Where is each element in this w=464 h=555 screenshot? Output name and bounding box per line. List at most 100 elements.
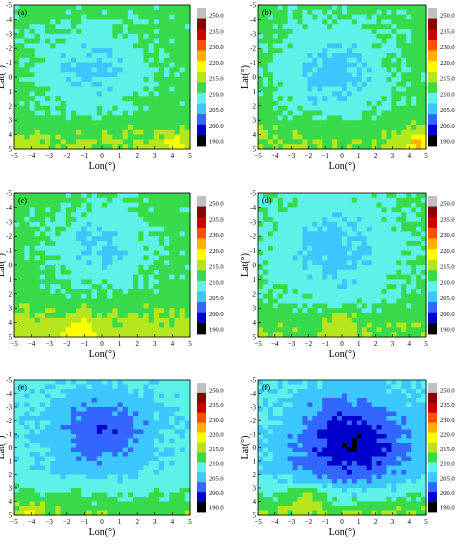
heatmap-cell: [40, 77, 46, 82]
heatmap-cell: [322, 58, 328, 63]
heatmap-cell: [263, 82, 269, 87]
heatmap-cell: [55, 5, 61, 10]
heatmap-cell: [362, 255, 368, 260]
heatmap-cell: [337, 294, 343, 299]
heatmap-cell: [357, 246, 363, 251]
heatmap-cell: [174, 448, 180, 453]
heatmap-cell: [302, 217, 308, 222]
heatmap-cell: [45, 227, 51, 232]
heatmap-cell: [352, 101, 358, 106]
heatmap-cell: [352, 77, 358, 82]
heatmap-cell: [401, 63, 407, 68]
heatmap-cell: [102, 416, 108, 421]
heatmap-cell: [24, 275, 30, 280]
heatmap-cell: [35, 5, 41, 10]
heatmap-cell: [92, 53, 98, 58]
heatmap-cell: [50, 308, 56, 313]
heatmap-cell: [273, 120, 279, 125]
heatmap-cell: [317, 24, 323, 29]
heatmap-cell: [55, 106, 61, 111]
heatmap-cell: [102, 394, 108, 399]
heatmap-cell: [118, 448, 124, 453]
heatmap-cell: [102, 24, 108, 29]
heatmap-cells: [14, 5, 191, 150]
heatmap-cell: [377, 34, 383, 39]
heatmap-cell: [66, 412, 72, 417]
heatmap-cell: [19, 58, 25, 63]
heatmap-cell: [76, 308, 82, 313]
heatmap-cell: [102, 260, 108, 265]
heatmap-cell: [293, 198, 299, 203]
heatmap-cell: [322, 193, 328, 198]
heatmap-cell: [123, 246, 129, 251]
heatmap-cell: [35, 308, 41, 313]
heatmap-cell: [149, 284, 155, 289]
heatmap-cell: [372, 48, 378, 53]
heatmap-cell: [118, 308, 124, 313]
heatmap-cell: [123, 448, 129, 453]
heatmap-cell: [386, 43, 392, 48]
heatmap-cell: [288, 260, 294, 265]
heatmap-cell: [332, 96, 338, 101]
heatmap-cell: [19, 448, 25, 453]
heatmap-cell: [128, 10, 134, 15]
heatmap-cell: [180, 385, 186, 390]
heatmap-cell: [322, 82, 328, 87]
heatmap-cell: [112, 394, 118, 399]
heatmap-cell: [283, 29, 289, 34]
heatmap-cell: [118, 251, 124, 256]
heatmap-cell: [102, 203, 108, 208]
heatmap-cell: [332, 125, 338, 130]
heatmap-cell: [112, 139, 118, 144]
heatmap-cell: [123, 236, 129, 241]
heatmap-cell: [283, 265, 289, 270]
heatmap-cell: [92, 323, 98, 328]
heatmap-cell: [288, 87, 294, 92]
heatmap-cell: [118, 457, 124, 462]
heatmap-cell: [55, 58, 61, 63]
heatmap-cell: [164, 139, 170, 144]
heatmap-cell: [128, 255, 134, 260]
heatmap-cell: [66, 313, 72, 318]
heatmap-cell: [317, 303, 323, 308]
heatmap-cell: [102, 207, 108, 212]
heatmap-cell: [30, 303, 36, 308]
heatmap-cell: [367, 260, 373, 265]
heatmap-cell: [133, 130, 139, 135]
heatmap-cell: [138, 135, 144, 140]
heatmap-cell: [61, 299, 67, 304]
heatmap-cell: [112, 260, 118, 265]
colorbar-swatch: [197, 50, 206, 61]
heatmap-cell: [138, 452, 144, 457]
heatmap-cell: [411, 63, 417, 68]
heatmap-cell: [14, 135, 20, 140]
heatmap-cell: [154, 43, 160, 48]
heatmap-cell: [112, 135, 118, 140]
heatmap-cell: [307, 96, 313, 101]
heatmap-cell: [159, 101, 165, 106]
heatmap-cell: [307, 284, 313, 289]
heatmap-cell: [416, 246, 422, 251]
heatmap-cell: [307, 53, 313, 58]
heatmap-cell: [362, 10, 368, 15]
heatmap-cell: [102, 313, 108, 318]
heatmap-cell: [14, 236, 20, 241]
heatmap-cell: [149, 323, 155, 328]
heatmap-cell: [45, 241, 51, 246]
heatmap-cell: [61, 15, 67, 20]
heatmap-cell: [396, 284, 402, 289]
heatmap-cell: [143, 313, 149, 318]
heatmap-cell: [71, 193, 77, 198]
heatmap-cell: [92, 231, 98, 236]
heatmap-cell: [71, 139, 77, 144]
heatmap-cell: [416, 48, 422, 53]
heatmap-cell: [293, 207, 299, 212]
heatmap-cell: [386, 15, 392, 20]
heatmap-cell: [416, 29, 422, 34]
heatmap-cell: [128, 111, 134, 116]
heatmap-cell: [112, 275, 118, 280]
heatmap-cell: [143, 63, 149, 68]
heatmap-cell: [40, 265, 46, 270]
heatmap-cell: [332, 217, 338, 222]
heatmap-cell: [112, 380, 118, 385]
